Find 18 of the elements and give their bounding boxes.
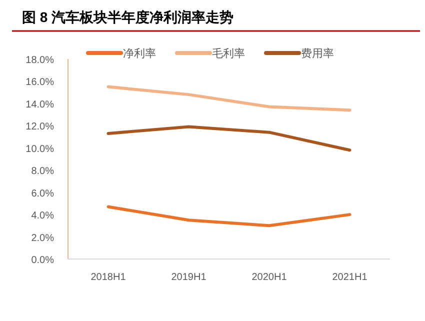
chart-title: 图 8 汽车板块半年度净利润率走势 [22, 9, 234, 25]
legend-label: 毛利率 [212, 47, 245, 60]
y-tick-label: 0.0% [31, 255, 54, 266]
legend-label: 净利率 [123, 47, 156, 60]
x-tick-label: 2018H1 [90, 272, 126, 283]
y-tick-label: 6.0% [31, 188, 54, 200]
y-tick-label: 10.0% [26, 144, 54, 155]
y-tick-label: 8.0% [31, 166, 54, 178]
y-tick-label: 12.0% [26, 122, 54, 133]
y-tick-label: 16.0% [26, 77, 54, 88]
y-tick-label: 4.0% [31, 210, 54, 222]
y-tick-label: 14.0% [26, 99, 54, 110]
y-tick-label: 2.0% [31, 232, 54, 244]
x-tick-label: 2019H1 [171, 272, 207, 283]
legend-label: 费用率 [301, 47, 334, 60]
x-tick-label: 2020H1 [252, 272, 288, 283]
x-tick-label: 2021H1 [332, 272, 368, 283]
y-tick-label: 18.0% [26, 55, 54, 66]
